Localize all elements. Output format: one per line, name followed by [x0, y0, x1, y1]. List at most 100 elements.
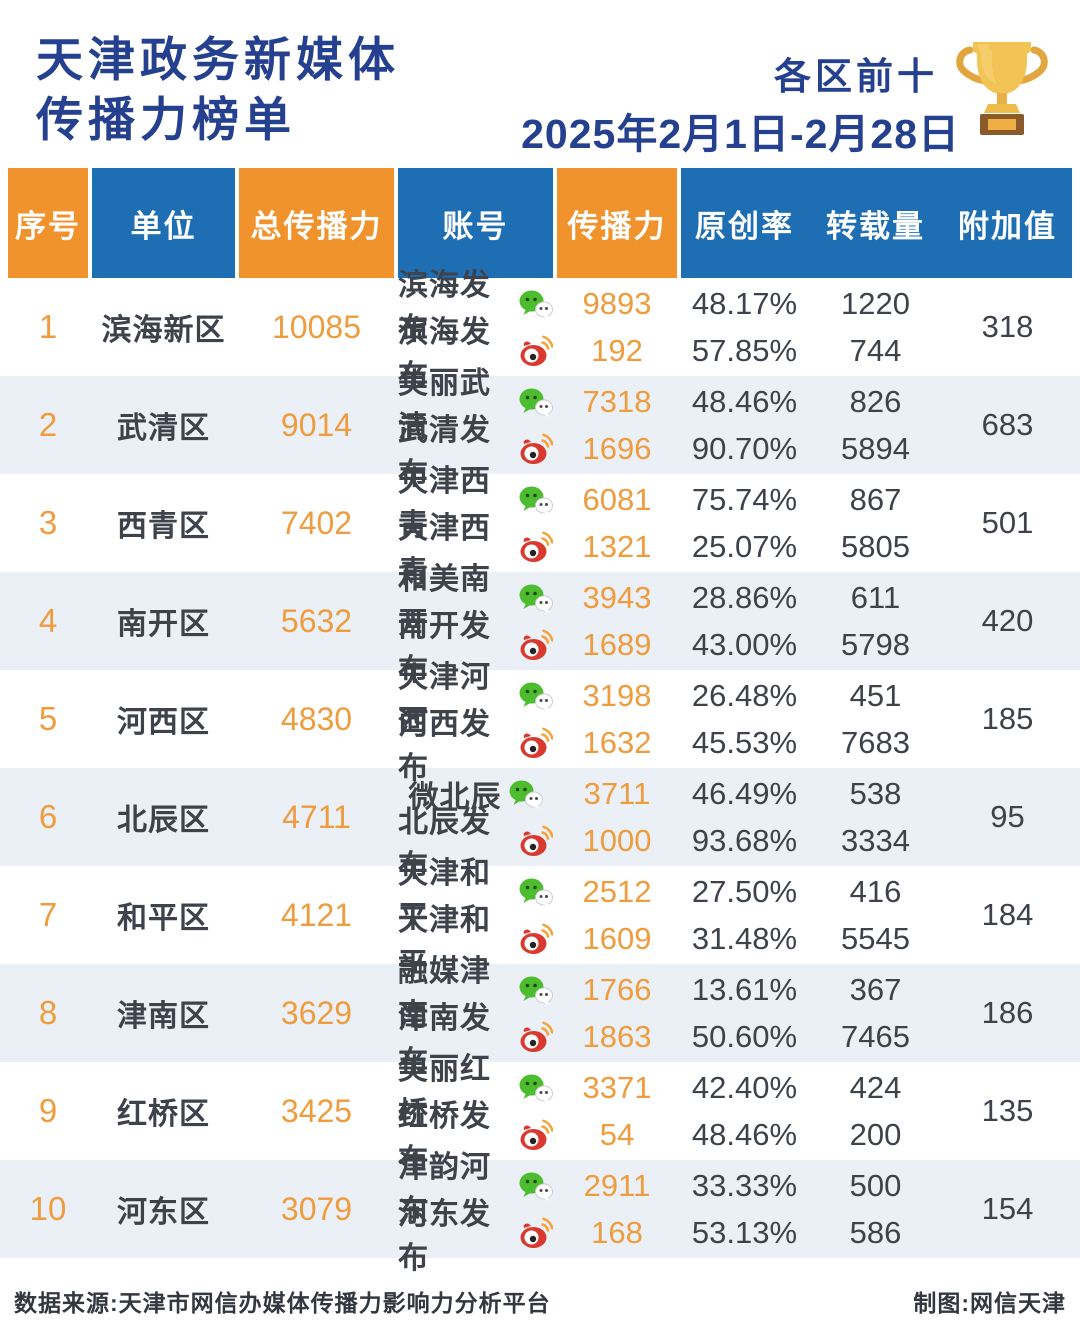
- account-name: 融媒津南: [398, 954, 491, 1032]
- table-row: 10 河东区 3079 津韵河东: [0, 1151, 1080, 1275]
- bonus-cell: 135: [981, 1093, 1034, 1128]
- original-rate-value: 13.61%: [691, 972, 798, 1007]
- account-list: 美丽红桥: [398, 1053, 553, 1177]
- unit-cell: 西青区: [117, 510, 210, 543]
- original-rate-cell: 42.40% 48.46%: [681, 1065, 808, 1157]
- data-source-note: 数据来源:天津市网信办媒体传播力影响力分析平台: [14, 1290, 551, 1316]
- repost-value: 7465: [841, 1019, 910, 1054]
- table-row: 3 西青区 7402 天津西青: [0, 465, 1080, 589]
- account-name: 河西发布: [398, 707, 491, 785]
- original-rate-cell: 48.46% 90.70%: [681, 379, 808, 471]
- account-name: 微北辰: [408, 780, 502, 814]
- table-row: 7 和平区 4121 天津和平: [0, 857, 1080, 981]
- column-header-total: 总传播力: [239, 168, 394, 278]
- account-row: 美丽红桥: [398, 1053, 553, 1130]
- original-rate-cell: 48.17% 57.85%: [681, 281, 808, 373]
- table-row: 1 滨海新区 10085 滨海发布: [0, 269, 1080, 393]
- power-value: 2911: [583, 1168, 651, 1203]
- total-power-cell: 7402: [280, 504, 353, 541]
- power-value: 1696: [582, 431, 652, 466]
- account-name: 美丽红桥: [398, 1052, 491, 1130]
- power-value: 192: [591, 333, 643, 368]
- repost-cell: 424 200: [812, 1065, 939, 1157]
- original-rate-value: 27.50%: [691, 874, 798, 909]
- power-cell: 1766 1863: [557, 967, 677, 1059]
- wechat-icon: [519, 1072, 553, 1104]
- original-rate-cell: 33.33% 53.13%: [681, 1163, 808, 1255]
- rank-cell: 4: [38, 602, 58, 639]
- power-value: 1689: [582, 627, 652, 662]
- power-value: 1632: [582, 725, 652, 760]
- repost-value: 200: [849, 1117, 902, 1152]
- repost-cell: 451 7683: [812, 673, 939, 765]
- repost-value: 500: [849, 1168, 902, 1203]
- account-row: 天津西青: [398, 465, 553, 542]
- weibo-icon: [519, 727, 553, 759]
- total-power-cell: 4711: [282, 798, 351, 835]
- repost-cell: 867 5805: [812, 477, 939, 569]
- table-row: 4 南开区 5632 和美南开: [0, 563, 1080, 687]
- original-rate-value: 75.74%: [691, 482, 798, 517]
- repost-value: 1220: [841, 286, 910, 321]
- weibo-icon: [519, 335, 553, 367]
- rank-cell: 1: [38, 308, 58, 345]
- account-row: 天津西青: [398, 512, 553, 589]
- account-list: 美丽武清: [398, 367, 553, 491]
- account-name: 天津西青: [398, 464, 491, 542]
- account-row: 北辰发布: [398, 806, 553, 883]
- total-power-cell: 3425: [280, 1092, 353, 1129]
- account-list: 天津河西: [398, 661, 553, 785]
- repost-value: 416: [849, 874, 902, 909]
- power-value: 1766: [582, 972, 652, 1007]
- account-row: 滨海发布: [398, 316, 553, 393]
- total-power-cell: 9014: [280, 406, 353, 443]
- rank-cell: 6: [38, 798, 58, 835]
- account-name: 津韵河东: [398, 1150, 491, 1228]
- bonus-cell: 318: [981, 309, 1034, 344]
- unit-cell: 北辰区: [117, 804, 210, 837]
- bonus-cell: 154: [981, 1191, 1034, 1226]
- ranking-table: 序号 单位 总传播力 账号 传播力 原创率 转载量 附加值 1 滨海新区 100…: [0, 168, 1080, 1275]
- page-title-line2: 传播力榜单: [36, 93, 296, 146]
- power-value: 2512: [582, 874, 652, 909]
- unit-cell: 津南区: [117, 1000, 210, 1033]
- original-rate-value: 46.49%: [691, 776, 798, 811]
- power-value: 3711: [583, 776, 651, 811]
- repost-value: 826: [849, 384, 902, 419]
- credit-note: 制图:网信天津: [913, 1290, 1066, 1316]
- repost-cell: 538 3334: [812, 771, 939, 863]
- bonus-cell: 186: [981, 995, 1034, 1030]
- account-name: 北辰发布: [398, 805, 491, 883]
- wechat-icon: [519, 386, 553, 418]
- power-value: 1321: [582, 529, 652, 564]
- column-header-repost: 转载量: [826, 208, 925, 244]
- repost-value: 424: [849, 1070, 902, 1105]
- repost-value: 744: [849, 333, 902, 368]
- account-row: 武清发布: [398, 414, 553, 491]
- weibo-icon: [519, 1217, 553, 1249]
- account-row: 天津和平: [398, 857, 553, 934]
- wechat-icon: [519, 484, 553, 516]
- weibo-icon: [519, 923, 553, 955]
- table-row: 2 武清区 9014 美丽武清: [0, 367, 1080, 491]
- account-row: 天津河西: [398, 661, 553, 738]
- account-name: 滨海发布: [398, 268, 491, 346]
- account-name: 河东发布: [398, 1197, 491, 1275]
- rank-cell: 9: [38, 1092, 58, 1129]
- power-cell: 6081 1321: [557, 477, 677, 569]
- bonus-cell: 184: [981, 897, 1034, 932]
- original-rate-value: 42.40%: [691, 1070, 798, 1105]
- repost-value: 5545: [841, 921, 910, 956]
- account-name: 天津西青: [398, 511, 491, 589]
- account-name: 津南发布: [398, 1001, 491, 1079]
- rank-cell: 8: [38, 994, 58, 1031]
- account-row: 天津和平: [398, 904, 553, 981]
- power-value: 1609: [582, 921, 652, 956]
- wechat-icon: [519, 1170, 553, 1202]
- weibo-icon: [519, 1021, 553, 1053]
- original-rate-value: 43.00%: [691, 627, 798, 662]
- account-row: 津南发布: [398, 1002, 553, 1079]
- column-header-group: 原创率 转载量 附加值: [681, 168, 1072, 278]
- account-name: 滨海发布: [398, 315, 491, 393]
- account-row: 红桥发布: [398, 1100, 553, 1177]
